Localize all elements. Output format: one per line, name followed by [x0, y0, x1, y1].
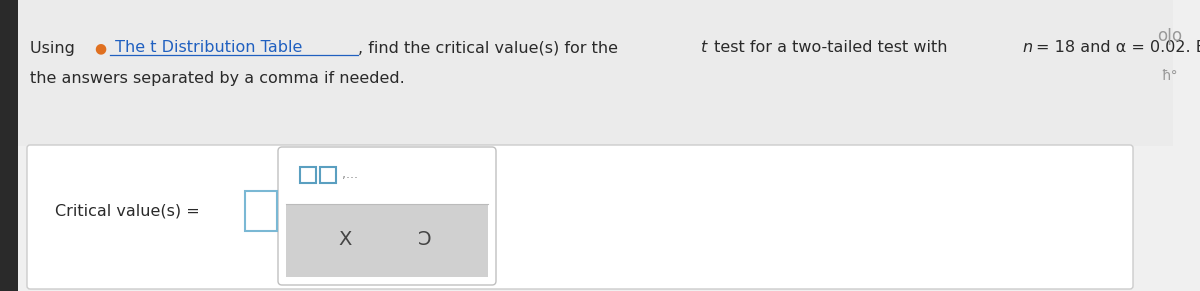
Text: The t Distribution Table: The t Distribution Table: [110, 40, 302, 56]
Text: n: n: [1022, 40, 1033, 56]
Bar: [0, 0, 18, 291]
FancyBboxPatch shape: [278, 147, 496, 285]
Bar: [18, 0, 1174, 146]
Text: Ɔ: Ɔ: [418, 230, 432, 249]
Bar: [320, 166, 336, 182]
Text: t: t: [701, 40, 707, 56]
Bar: [300, 166, 316, 182]
Text: oǀo: oǀo: [1158, 27, 1182, 45]
Text: Critical value(s) =: Critical value(s) =: [55, 203, 199, 219]
Text: X: X: [338, 230, 352, 249]
Text: ħ°: ħ°: [1162, 69, 1178, 83]
Text: the answers separated by a comma if needed.: the answers separated by a comma if need…: [30, 70, 404, 86]
Text: = 18 and α = 0.02. Enter: = 18 and α = 0.02. Enter: [1036, 40, 1200, 56]
FancyBboxPatch shape: [28, 145, 1133, 289]
Text: , find the critical value(s) for the: , find the critical value(s) for the: [359, 40, 624, 56]
Text: test for a two-tailed test with: test for a two-tailed test with: [708, 40, 952, 56]
Text: ●: ●: [95, 41, 107, 55]
FancyBboxPatch shape: [245, 191, 277, 231]
Text: Using: Using: [30, 40, 80, 56]
Bar: [286, 204, 488, 277]
Text: ,...: ,...: [342, 168, 358, 181]
